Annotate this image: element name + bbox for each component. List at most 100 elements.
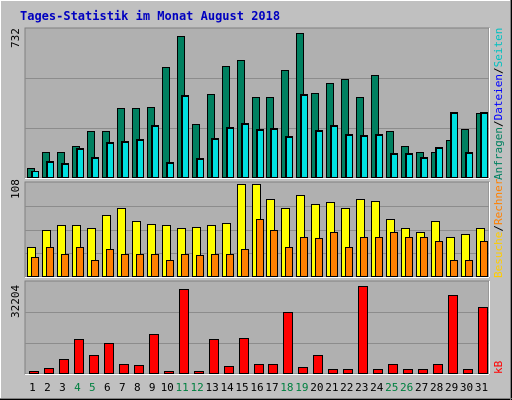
panel1-legend: Anfragen/Dateien/Seiten — [492, 28, 505, 180]
seiten-bar — [242, 124, 249, 178]
seiten-bar — [212, 139, 219, 178]
x-tick-label: 17 — [265, 381, 278, 394]
x-tick-label: 31 — [475, 381, 488, 394]
seiten-bar — [227, 128, 234, 178]
rechner-bar — [46, 247, 54, 277]
x-tick-label: 10 — [161, 381, 174, 394]
rechner-bar — [211, 254, 219, 277]
rechner-bar — [315, 238, 323, 277]
seiten-bar — [481, 113, 488, 178]
kb-bar — [328, 369, 338, 374]
kb-bar — [433, 364, 443, 374]
x-tick-label: 7 — [119, 381, 126, 394]
kb-bar — [104, 343, 114, 374]
panel1-max-label: 732 — [9, 28, 22, 48]
rechner-bar — [405, 237, 413, 277]
kb-bar — [283, 312, 293, 374]
rechner-bar — [181, 254, 189, 277]
seiten-bar — [301, 95, 308, 178]
kb-bar — [224, 366, 234, 374]
x-tick-label: 3 — [59, 381, 66, 394]
panel-2 — [24, 181, 490, 278]
x-tick-label: 16 — [250, 381, 263, 394]
kb-bar — [313, 355, 323, 374]
seiten-bar — [271, 129, 278, 178]
seiten-bar — [92, 158, 99, 178]
x-tick-label: 27 — [415, 381, 428, 394]
legend-entry: / — [492, 67, 505, 74]
rechner-bar — [465, 260, 473, 277]
rechner-bar — [166, 260, 174, 277]
legend-entry: Besuche — [492, 232, 505, 278]
rechner-bar — [241, 249, 249, 277]
rechner-bar — [375, 237, 383, 277]
rechner-bar — [450, 260, 458, 277]
rechner-bar — [420, 237, 428, 277]
seiten-bar — [107, 143, 114, 178]
rechner-bar — [61, 254, 69, 277]
legend-entry: Seiten — [492, 28, 505, 68]
plot-area — [24, 280, 490, 375]
chart-title: Tages-Statistik im Monat August 2018 — [20, 9, 280, 23]
rechner-bar — [151, 254, 159, 277]
x-tick-label: 19 — [295, 381, 308, 394]
panel3-max-label: 32204 — [9, 285, 22, 318]
seiten-bar — [62, 164, 69, 178]
rechner-bar — [285, 247, 293, 277]
rechner-bar — [435, 241, 443, 277]
legend-entry: Anfragen — [492, 127, 505, 180]
kb-bar — [179, 289, 189, 374]
seiten-bar — [346, 135, 353, 178]
panel2-max-label: 108 — [9, 179, 22, 199]
x-axis-labels: 1 2 3 4 5 6 7 8 9 10 11 12 13 14 15 16 17 18 19 20 21 22 23 24 2… — [29, 381, 488, 394]
rechner-bar — [345, 247, 353, 277]
x-tick-label: 26 — [400, 381, 413, 394]
kb-bar — [44, 368, 54, 374]
seiten-bar — [137, 140, 144, 178]
seiten-bar — [257, 130, 264, 178]
kb-bar — [194, 371, 204, 374]
seiten-bar — [77, 149, 84, 178]
kb-bar — [134, 365, 144, 374]
legend-entry: / — [492, 120, 505, 127]
kb-bar — [74, 339, 84, 374]
x-tick-label: 14 — [220, 381, 234, 394]
kb-bar — [119, 364, 129, 374]
rechner-bar — [136, 254, 144, 277]
x-tick-label: 2 — [44, 381, 51, 394]
rechner-bar — [121, 254, 129, 277]
x-tick-label: 20 — [310, 381, 323, 394]
seiten-bar — [466, 153, 473, 178]
x-tick-label: 4 — [74, 381, 81, 394]
seiten-bar — [122, 142, 129, 178]
rechner-bar — [360, 237, 368, 277]
kb-bar — [373, 369, 383, 374]
seiten-bar — [331, 126, 338, 178]
seiten-bar — [197, 159, 204, 178]
seiten-bar — [47, 162, 54, 178]
kb-bar — [418, 369, 428, 374]
rechner-bar — [196, 255, 204, 277]
legend-entry: kB — [492, 360, 505, 374]
rechner-bar — [480, 241, 488, 277]
anfragen-bar — [162, 67, 170, 178]
x-tick-label: 24 — [370, 381, 384, 394]
rechner-bar — [390, 232, 398, 277]
rechner-bar — [256, 219, 264, 277]
seiten-bar — [421, 158, 428, 178]
x-tick-label: 30 — [460, 381, 473, 394]
seiten-bar — [361, 136, 368, 178]
kb-bar — [239, 338, 249, 374]
chart-panels — [24, 27, 490, 375]
x-tick-label: 1 — [29, 381, 36, 394]
x-tick-label: 15 — [235, 381, 248, 394]
seiten-bar — [167, 163, 174, 178]
seiten-bar — [451, 113, 458, 178]
seiten-bar — [152, 126, 159, 178]
rechner-bar — [91, 260, 99, 277]
seiten-bar — [376, 135, 383, 178]
kb-bar — [478, 307, 488, 374]
panel3-legend: kB — [492, 360, 505, 374]
rechner-bar — [270, 230, 278, 277]
seiten-bar — [406, 154, 413, 178]
